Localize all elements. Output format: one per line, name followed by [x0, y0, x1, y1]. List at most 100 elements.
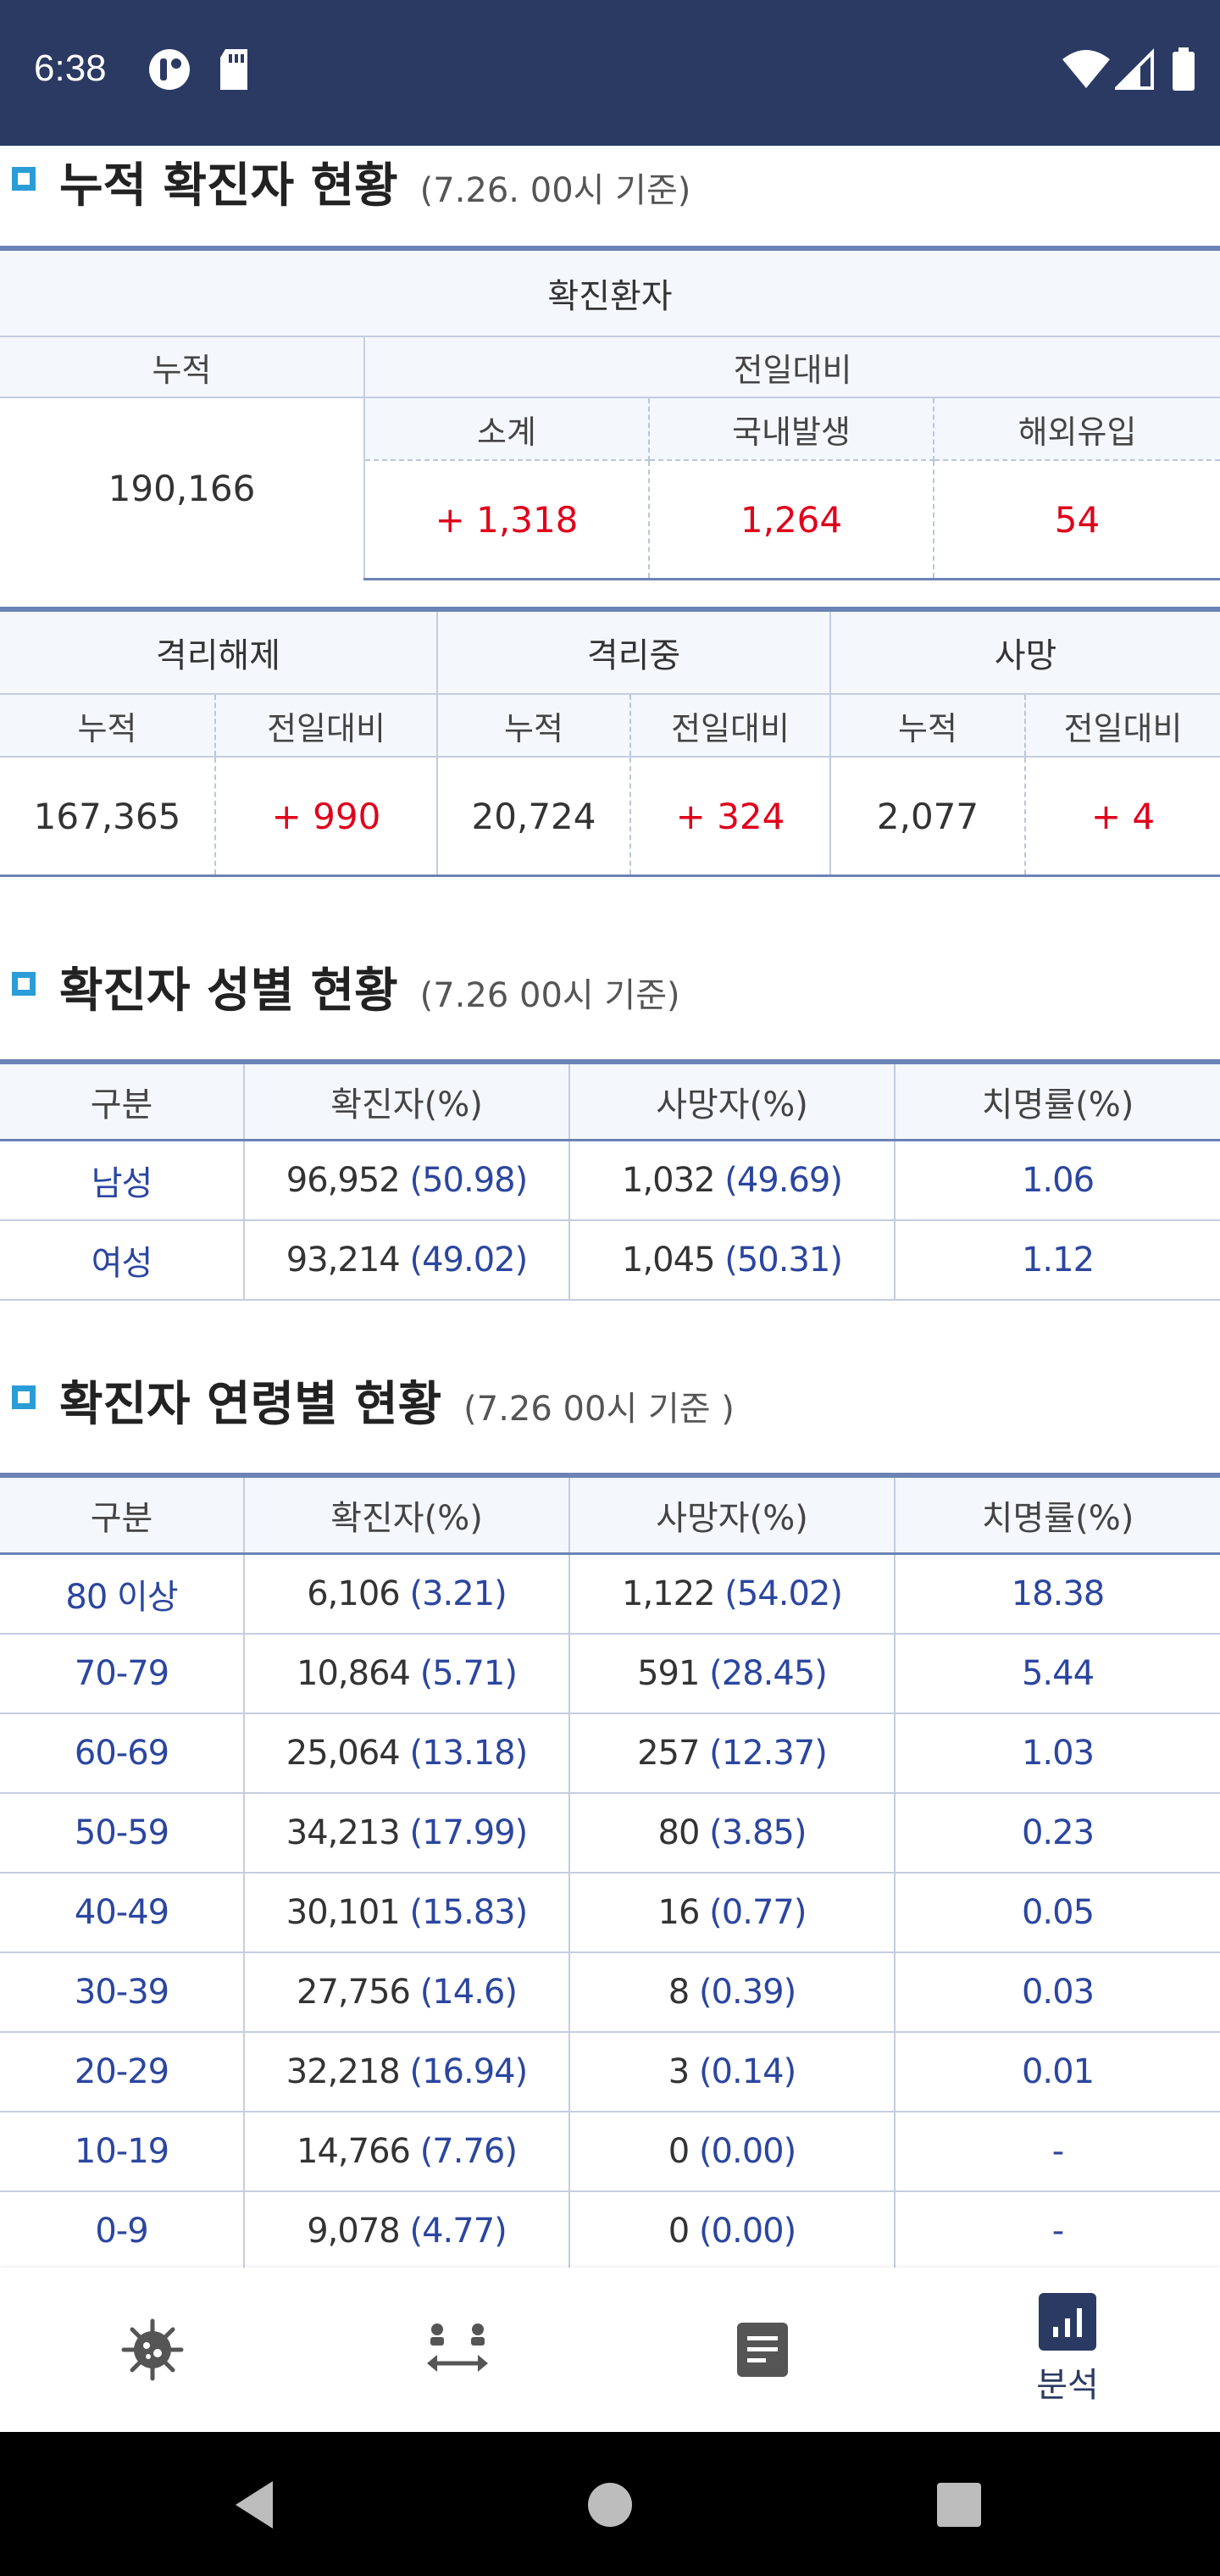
- death-pct: (54.02): [724, 1574, 843, 1613]
- death-cell: 591 (28.45): [569, 1634, 896, 1714]
- status-table: 격리해제 격리중 사망 누적 전일대비 누적 전일대비 누적 전일대비 167,…: [0, 607, 1220, 877]
- main-content[interactable]: 누적 확진자 현황 (7.26. 00시 기준) 확진환자 누적 전일대비 19…: [0, 146, 1220, 2268]
- home-icon[interactable]: [586, 2481, 634, 2529]
- row-label: 70-79: [0, 1634, 245, 1714]
- table-row: 70-79 10,864 (5.71) 591 (28.45) 5.44: [0, 1634, 1220, 1714]
- row-label: 80 이상: [0, 1553, 245, 1635]
- death-cell: 3 (0.14): [569, 2032, 896, 2112]
- death-cell: 1,032 (49.69): [569, 1140, 896, 1221]
- death-count: 80: [657, 1813, 701, 1852]
- death-pct: (28.45): [709, 1654, 828, 1693]
- confirmed-cell: 34,213 (17.99): [244, 1793, 570, 1874]
- confirmed-count: 30,101: [286, 1893, 401, 1932]
- confirmed-count: 14,766: [297, 2132, 411, 2171]
- confirmed-count: 9,078: [307, 2212, 401, 2251]
- fatality-rate: 18.38: [895, 1553, 1220, 1635]
- isolation-diff-value: + 324: [630, 757, 832, 877]
- sd-card-icon: [220, 49, 247, 90]
- nav-virus[interactable]: [0, 2268, 305, 2432]
- confirmed-cell: 10,864 (5.71): [244, 1634, 570, 1714]
- death-pct: (0.39): [698, 1973, 796, 2012]
- recents-icon[interactable]: [935, 2481, 983, 2529]
- back-icon[interactable]: [230, 2478, 278, 2532]
- death-cell: 16 (0.77): [569, 1873, 896, 1953]
- nav-distancing[interactable]: [305, 2268, 610, 2432]
- battery-icon: [1173, 47, 1195, 91]
- section-date: (7.26 00시 기준): [419, 976, 680, 1015]
- isolation-col-cum: 누적: [437, 694, 632, 758]
- release-cum-value: 167,365: [0, 757, 216, 877]
- death-count: 0: [668, 2132, 690, 2171]
- confirmed-pct: (50.98): [409, 1161, 528, 1200]
- section-title: 확진자 성별 현황: [59, 963, 398, 1019]
- death-count: 3: [668, 2052, 690, 2091]
- chart-icon: [1039, 2293, 1096, 2351]
- section-title-gender: 확진자 성별 현황 (7.26 00시 기준): [12, 952, 680, 1021]
- death-count: 16: [657, 1893, 701, 1932]
- confirmed-count: 34,213: [286, 1813, 401, 1852]
- death-cell: 1,045 (50.31): [569, 1220, 896, 1301]
- gender-header-fatality: 치명률(%): [895, 1062, 1220, 1141]
- wifi-icon: [1062, 50, 1110, 88]
- section-bullet-icon: [12, 971, 36, 996]
- confirmed-count: 27,756: [297, 1973, 411, 2012]
- gender-table: 구분 확진자(%) 사망자(%) 치명률(%) 남성 96,952 (50.98…: [0, 1059, 1220, 1301]
- section-bullet-icon: [12, 166, 36, 191]
- confirmed-header: 확진환자: [0, 248, 1220, 337]
- death-cell: 80 (3.85): [569, 1793, 896, 1874]
- confirmed-pct: (13.18): [409, 1734, 528, 1773]
- death-pct: (12.37): [709, 1734, 828, 1773]
- section-title: 누적 확진자 현황: [59, 158, 398, 214]
- col-previous-day: 전일대비: [364, 336, 1220, 398]
- document-icon: [737, 2323, 788, 2377]
- fatality-rate: 1.12: [895, 1220, 1220, 1301]
- confirmed-cell: 93,214 (49.02): [244, 1220, 570, 1301]
- nav-notice[interactable]: [610, 2268, 915, 2432]
- section-date: (7.26. 00시 기준): [419, 171, 691, 210]
- death-pct: (0.77): [709, 1893, 807, 1932]
- death-cum-value: 2,077: [830, 757, 1027, 877]
- fatality-rate: -: [895, 2191, 1220, 2268]
- death-count: 591: [637, 1654, 700, 1693]
- release-col-prev: 전일대비: [215, 694, 439, 758]
- row-label: 남성: [0, 1140, 245, 1221]
- confirmed-pct: (14.6): [419, 1973, 518, 2012]
- overseas-value: 54: [934, 460, 1220, 580]
- col-subtotal: 소계: [364, 397, 650, 461]
- table-row: 20-29 32,218 (16.94) 3 (0.14) 0.01: [0, 2032, 1220, 2112]
- confirmed-cell: 25,064 (13.18): [244, 1713, 570, 1794]
- status-bar: 6:38: [0, 0, 1220, 146]
- table-row: 80 이상 6,106 (3.21) 1,122 (54.02) 18.38: [0, 1553, 1220, 1635]
- death-pct: (49.69): [724, 1161, 843, 1200]
- row-label: 30-39: [0, 1952, 245, 2033]
- section-title-age: 확진자 연령별 현황 (7.26 00시 기준 ): [12, 1366, 735, 1435]
- confirmed-count: 32,218: [286, 2052, 401, 2091]
- row-label: 40-49: [0, 1873, 245, 1953]
- fatality-rate: 5.44: [895, 1634, 1220, 1714]
- confirmed-pct: (15.83): [409, 1893, 528, 1932]
- table-row: 0-9 9,078 (4.77) 0 (0.00) -: [0, 2191, 1220, 2268]
- fatality-rate: -: [895, 2112, 1220, 2192]
- cumulative-table: 확진환자 누적 전일대비 190,166 소계 국내발생 해외유입 + 1,31…: [0, 246, 1220, 580]
- confirmed-count: 93,214: [286, 1241, 401, 1280]
- table-row: 10-19 14,766 (7.76) 0 (0.00) -: [0, 2112, 1220, 2192]
- death-cell: 0 (0.00): [569, 2112, 896, 2192]
- death-pct: (3.85): [709, 1813, 807, 1852]
- table-row: 40-49 30,101 (15.83) 16 (0.77) 0.05: [0, 1873, 1220, 1953]
- row-label: 20-29: [0, 2032, 245, 2112]
- isolation-col-prev: 전일대비: [630, 694, 832, 758]
- table-row: 여성 93,214 (49.02) 1,045 (50.31) 1.12: [0, 1220, 1220, 1301]
- confirmed-pct: (4.77): [409, 2212, 507, 2251]
- nav-analysis[interactable]: 분석: [915, 2268, 1220, 2432]
- confirmed-cell: 96,952 (50.98): [244, 1140, 570, 1221]
- section-title-cumulative: 누적 확진자 현황 (7.26. 00시 기준): [12, 147, 690, 216]
- gender-header-confirmed: 확진자(%): [244, 1062, 570, 1141]
- confirmed-cell: 27,756 (14.6): [244, 1952, 570, 2033]
- death-count: 257: [637, 1734, 700, 1773]
- isolation-header: 격리중: [437, 609, 832, 695]
- death-count: 1,032: [622, 1161, 716, 1200]
- confirmed-cell: 32,218 (16.94): [244, 2032, 570, 2112]
- cumulative-total: 190,166: [0, 397, 365, 580]
- death-col-cum: 누적: [830, 694, 1027, 758]
- distancing-icon: [427, 2323, 488, 2372]
